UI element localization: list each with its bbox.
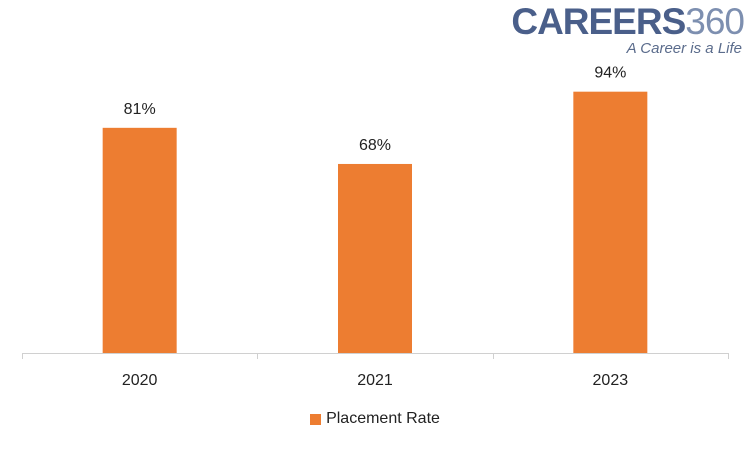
careers360-logo: CAREERS360 A Career is a Life [511,1,745,57]
bar-2023 [573,91,648,354]
logo-tagline: A Career is a Life [626,40,742,57]
logo-main-text: CAREERS [511,1,686,42]
x-tick-label-2023: 2023 [593,372,629,389]
x-tick-label-2021: 2021 [357,372,393,389]
logo-wordmark: CAREERS360 [511,1,745,42]
logo-main-number: 360 [685,1,745,42]
data-label-2021: 68% [359,137,391,154]
data-label-2023: 94% [594,65,626,82]
chart-legend: Placement Rate [0,408,750,430]
data-label-2020: 81% [124,101,156,118]
bar-2021 [338,163,412,353]
bar-2020 [102,127,177,353]
legend-swatch [310,413,322,425]
legend-label: Placement Rate [326,410,440,427]
x-tick-label-2020: 2020 [122,372,158,389]
